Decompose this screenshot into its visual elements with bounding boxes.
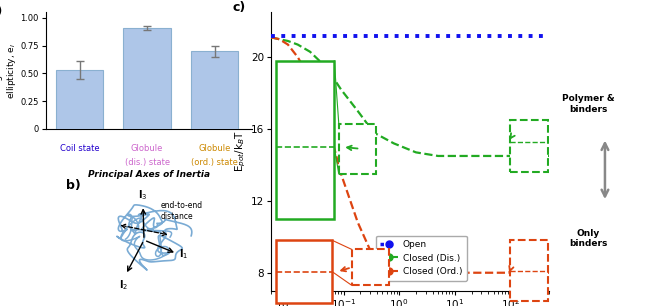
- Text: Coil state: Coil state: [60, 144, 99, 153]
- Text: I$_1$: I$_1$: [179, 248, 188, 261]
- Text: Polymer &
binders: Polymer & binders: [562, 94, 615, 114]
- Bar: [339, 124, 376, 174]
- Text: Principal Axes of Inertia: Principal Axes of Inertia: [88, 170, 210, 179]
- Text: b): b): [66, 179, 81, 192]
- Text: I$_2$: I$_2$: [119, 279, 128, 293]
- Bar: [275, 61, 334, 219]
- Bar: [511, 241, 548, 301]
- Text: c): c): [232, 1, 245, 14]
- Text: (ord.) state: (ord.) state: [191, 158, 238, 167]
- Text: Globule: Globule: [131, 144, 164, 153]
- Bar: [275, 241, 332, 303]
- Text: Globule: Globule: [198, 144, 231, 153]
- Text: end-to-end
distance: end-to-end distance: [161, 201, 203, 221]
- Y-axis label: degree of
ellipticity, e$_I$: degree of ellipticity, e$_I$: [0, 43, 18, 99]
- Bar: [352, 249, 388, 285]
- Bar: [124, 28, 171, 129]
- Text: a): a): [0, 5, 3, 18]
- Text: Only
binders: Only binders: [570, 229, 608, 248]
- Y-axis label: E$_{pot}$/k$_B$T: E$_{pot}$/k$_B$T: [234, 130, 249, 173]
- Text: I$_3$: I$_3$: [138, 189, 148, 203]
- Text: (dis.) state: (dis.) state: [124, 158, 169, 167]
- Bar: [56, 70, 103, 129]
- Bar: [191, 51, 238, 129]
- Legend: Open, Closed (Dis.), Closed (Ord.): Open, Closed (Dis.), Closed (Ord.): [376, 236, 467, 281]
- Bar: [511, 120, 548, 172]
